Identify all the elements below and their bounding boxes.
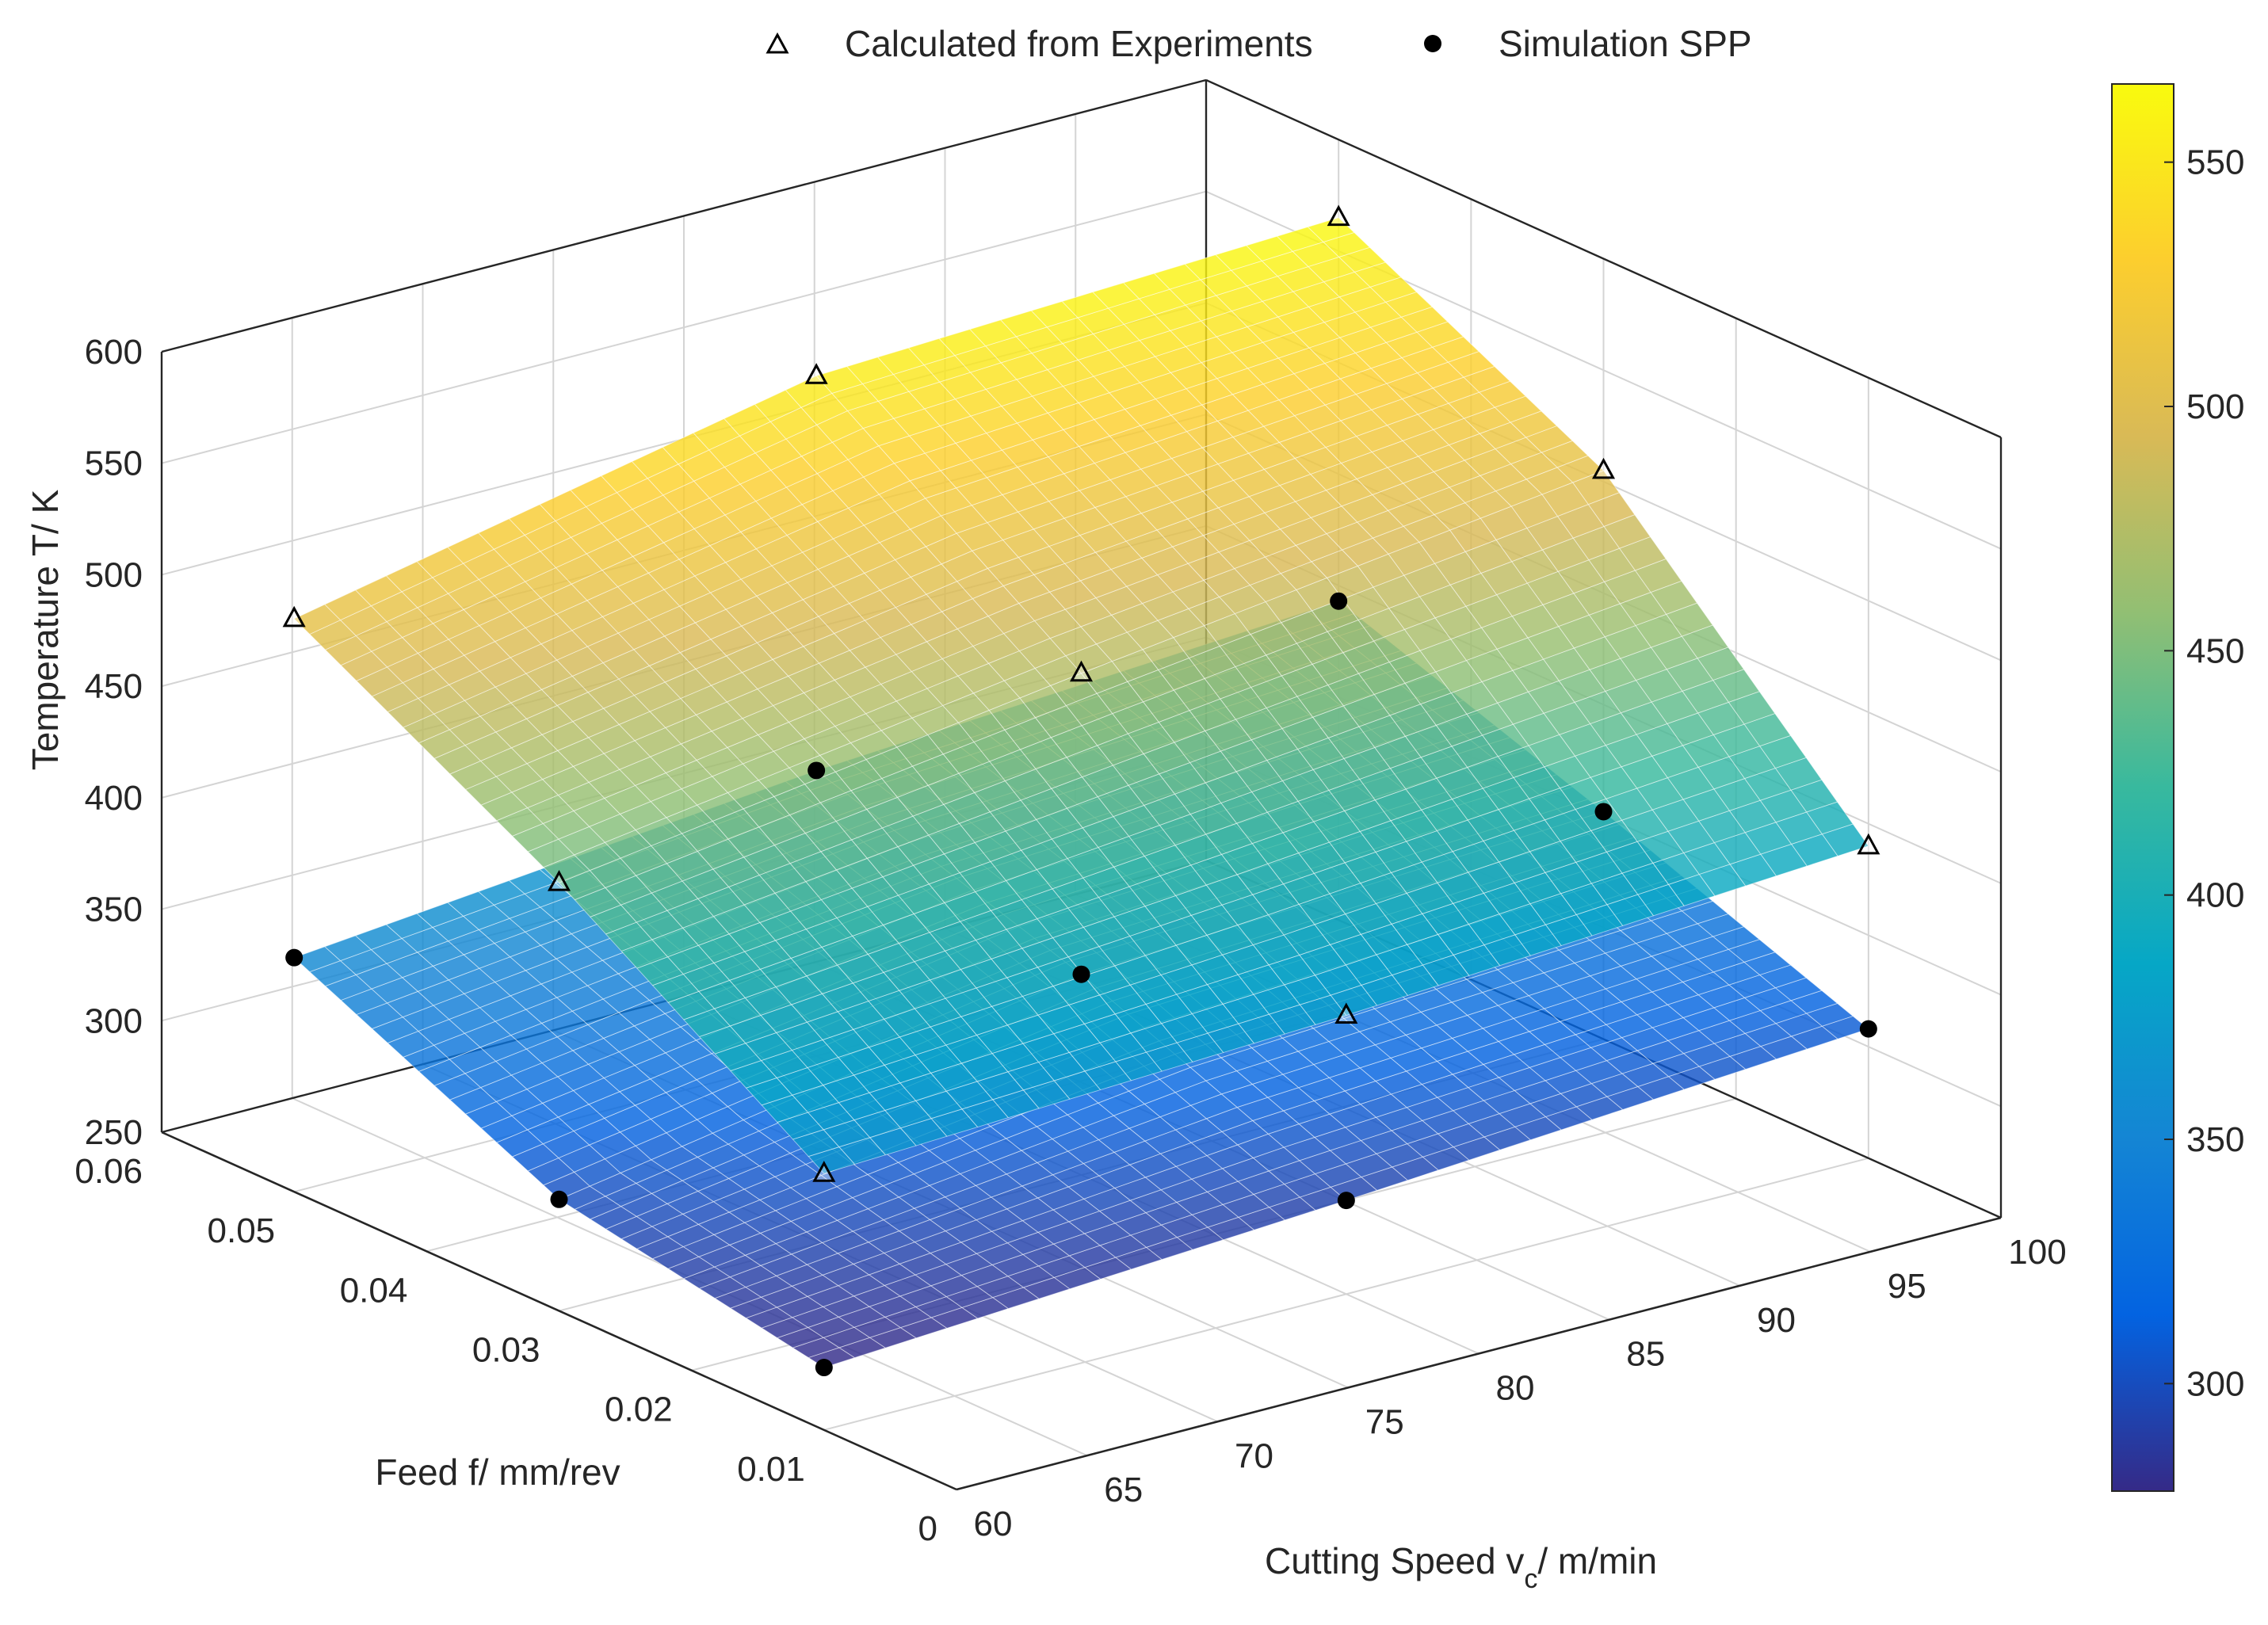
experiment-point: [1857, 833, 1880, 855]
axes-front-frame: [161, 1131, 2002, 1491]
simulation-point: [808, 761, 826, 780]
tick-labels: 60 65 70 75 80 85 90 95 100 0 0.01 0.02 0.03 0.04 0.05…: [74, 333, 2066, 1548]
x-tick-label: 100: [2008, 1233, 2066, 1272]
experiment-point: [282, 605, 306, 627]
legend-triangle-icon: [766, 32, 789, 54]
legend-label-simulation: Simulation SPP: [1499, 23, 1752, 64]
x-tick-label: 60: [974, 1505, 1013, 1543]
colorbar-tick-label: 300: [2186, 1364, 2244, 1403]
legend-label-experiments: Calculated from Experiments: [845, 23, 1313, 64]
experiment-point: [1327, 204, 1350, 227]
simulation-point: [550, 1190, 568, 1208]
data-markers: [282, 204, 1880, 1377]
simulation-point: [1594, 803, 1613, 821]
surface-experiments: [293, 217, 1869, 1174]
x-tick-label: 80: [1496, 1369, 1535, 1408]
colorbar-tick-label: 350: [2186, 1120, 2244, 1159]
legend-circle-icon: [1424, 35, 1441, 52]
y-tick-label: 0.02: [605, 1390, 673, 1429]
x-tick-label: 75: [1365, 1402, 1404, 1441]
simulation-point: [1072, 965, 1090, 983]
x-axis-title-sub: c: [1524, 1564, 1537, 1594]
experiment-point: [804, 363, 828, 384]
y-axis-line: [161, 1131, 957, 1491]
y-tick-label: 0.06: [74, 1152, 143, 1191]
z-tick-label: 600: [85, 333, 143, 372]
y-tick-label: 0.05: [208, 1211, 276, 1250]
y-tick-label: 0.01: [737, 1450, 805, 1489]
simulation-point: [1330, 592, 1348, 610]
z-tick-label: 450: [85, 667, 143, 706]
colorbar-tick-label: 400: [2186, 876, 2244, 915]
x-axis-title-tail: / m/min: [1537, 1540, 1657, 1581]
x-tick-label: 65: [1104, 1471, 1143, 1509]
grid-line-floor-f: [823, 1157, 1869, 1431]
y-axis-title: Feed f/ mm/rev: [375, 1451, 620, 1493]
z-tick-label: 300: [85, 1001, 143, 1040]
experiment-point: [1069, 660, 1094, 682]
colorbar-ticks: 300 350 400 450 500 550: [2164, 143, 2244, 1403]
colorbar-tick-label: 500: [2186, 387, 2244, 426]
legend: Calculated from Experiments Simulation S…: [766, 23, 1752, 64]
experiment-point: [1591, 457, 1616, 479]
experiment-point: [812, 1161, 836, 1182]
axes-box-edge: [161, 78, 1207, 353]
z-tick-label: 500: [85, 555, 143, 594]
experiment-point: [1334, 1002, 1358, 1024]
colorbar-gradient: [2111, 83, 2174, 1492]
z-tick-label: 350: [85, 891, 143, 929]
x-tick-label: 85: [1626, 1335, 1665, 1374]
z-axis-title: Temperature T/ K: [25, 489, 66, 770]
simulation-point: [815, 1359, 833, 1377]
y-tick-label: 0.03: [472, 1331, 540, 1370]
x-tick-label: 95: [1888, 1267, 1926, 1306]
z-tick-label: 250: [85, 1113, 143, 1152]
x-axis-title-main: Cutting Speed v: [1265, 1540, 1524, 1581]
z-tick-label: 400: [85, 779, 143, 818]
simulation-point: [1859, 1020, 1877, 1038]
simulation-point: [285, 948, 304, 967]
x-tick-label: 70: [1235, 1436, 1273, 1475]
experiment-point: [547, 870, 571, 891]
y-tick-label: 0: [918, 1509, 937, 1548]
colorbar: 300 350 400 450 500 550: [2111, 83, 2244, 1492]
simulation-point: [1337, 1192, 1355, 1210]
x-axis-title: Cutting Speed vc/ m/min: [1265, 1540, 1657, 1594]
z-tick-label: 550: [85, 444, 143, 483]
colorbar-tick-label: 550: [2186, 143, 2244, 182]
x-tick-label: 90: [1757, 1301, 1796, 1340]
colorbar-tick-label: 450: [2186, 631, 2244, 670]
x-axis-line: [956, 1216, 2002, 1491]
grid-line-back-t: [161, 190, 1207, 464]
y-tick-label: 0.04: [340, 1271, 408, 1310]
axes-box-edge: [1205, 78, 2002, 439]
surfaces: [293, 217, 1869, 1368]
